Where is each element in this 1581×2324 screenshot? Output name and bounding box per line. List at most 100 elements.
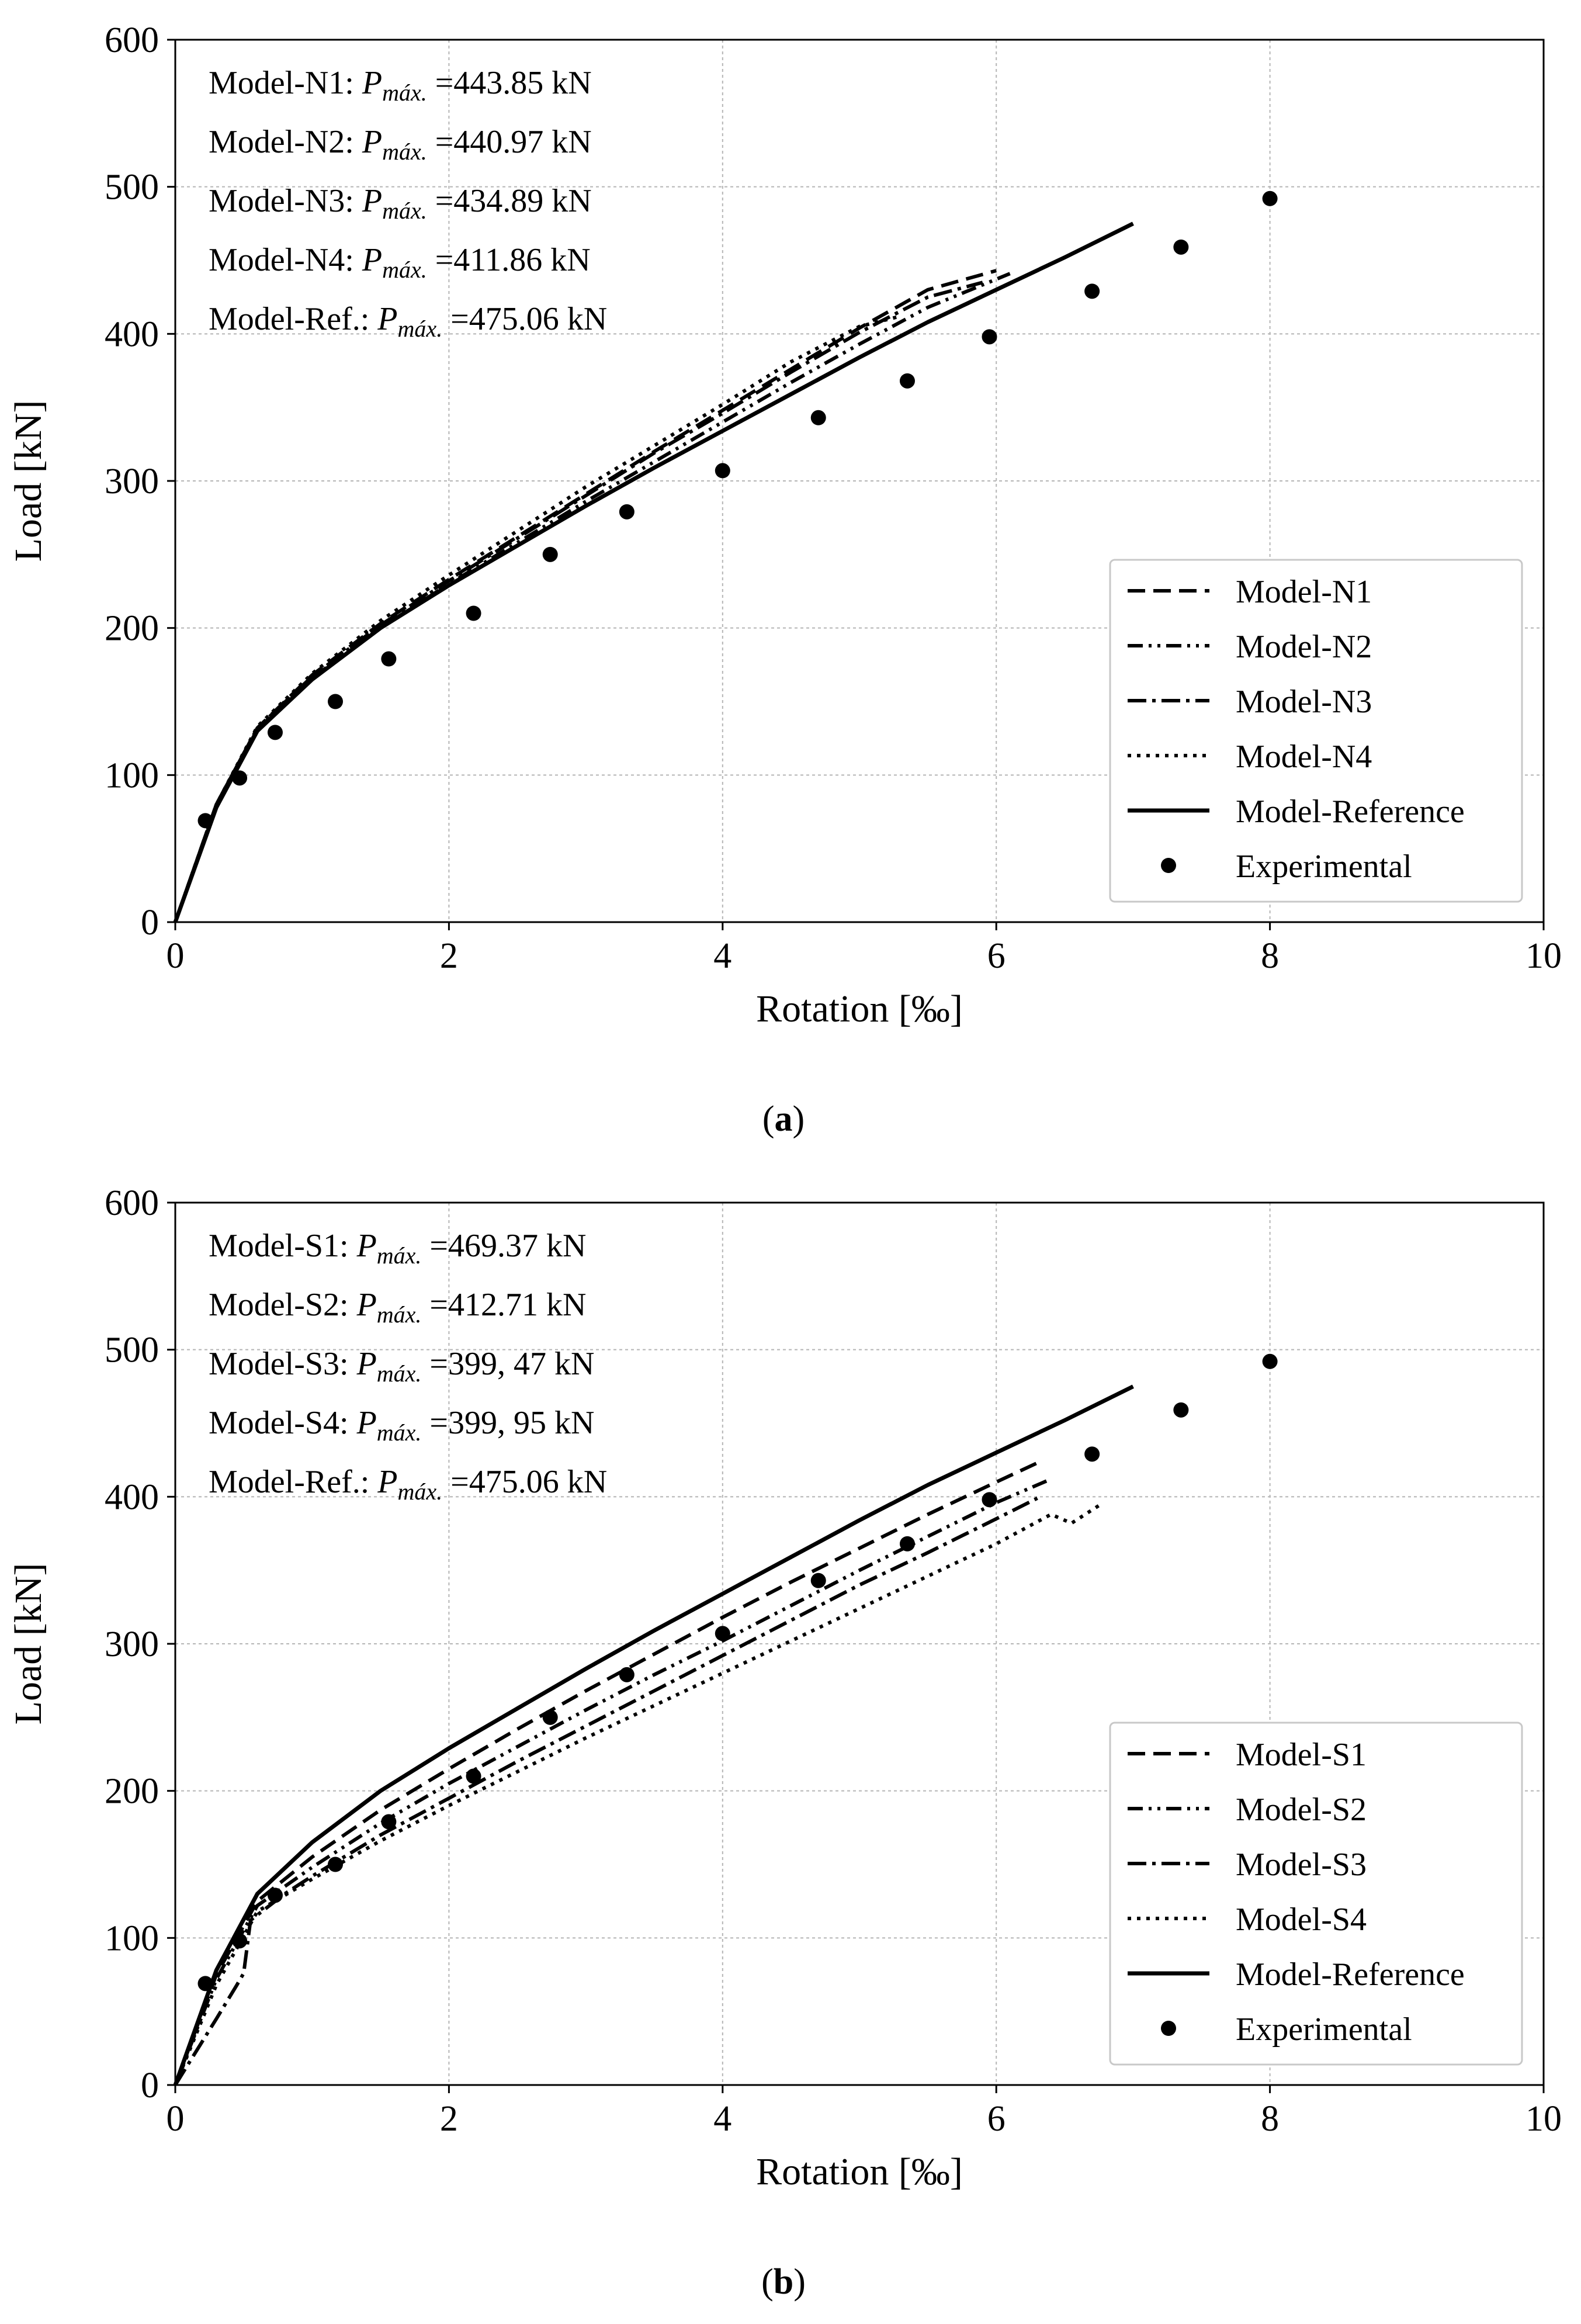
series-line-model-reference bbox=[173, 1384, 1134, 2086]
experimental-point bbox=[328, 1857, 344, 1872]
plot-frame bbox=[174, 1201, 1545, 2086]
experimental-point bbox=[267, 725, 283, 740]
y-tick-label: 100 bbox=[105, 1918, 159, 1958]
annotation-model: Model-S2: bbox=[209, 1287, 357, 1323]
annotation-p: P bbox=[356, 1287, 377, 1323]
experimental-point bbox=[1173, 239, 1189, 255]
series-line-model-n2 bbox=[174, 272, 1011, 923]
experimental-point bbox=[232, 770, 248, 786]
experimental-point bbox=[1173, 1402, 1189, 1418]
experimental-point bbox=[466, 1768, 481, 1784]
figure-caption: (a) bbox=[762, 1099, 805, 1139]
pmax-annotation: Model-N4: Pmáx. =411.86 kN bbox=[209, 242, 591, 283]
pmax-annotation: Model-N3: Pmáx. =434.89 kN bbox=[209, 183, 592, 224]
experimental-point bbox=[232, 1933, 248, 1949]
x-tick-label: 6 bbox=[987, 2099, 1006, 2139]
legend-label: Model-S3 bbox=[1236, 1847, 1367, 1883]
annotation-p: P bbox=[362, 124, 382, 160]
experimental-point bbox=[619, 1667, 635, 1682]
annotation-value: =399, 95 kN bbox=[421, 1405, 594, 1441]
y-tick-label: 200 bbox=[105, 609, 159, 649]
pmax-annotation: Model-Ref.: Pmáx. =475.06 kN bbox=[209, 301, 607, 342]
annotation-model: Model-Ref.: bbox=[209, 1464, 377, 1500]
experimental-point bbox=[1084, 283, 1100, 299]
annotation-p: P bbox=[377, 301, 397, 337]
legend-label: Experimental bbox=[1236, 2011, 1412, 2048]
y-tick-label: 400 bbox=[105, 1477, 159, 1517]
legend-box bbox=[1109, 1722, 1523, 2066]
pmax-annotation: Model-N1: Pmáx. =443.85 kN bbox=[209, 65, 592, 106]
legend-label: Model-N4 bbox=[1236, 739, 1372, 775]
caption-paren: ) bbox=[793, 2262, 806, 2302]
pmax-annotation: Model-S2: Pmáx. =412.71 kN bbox=[209, 1287, 586, 1328]
legend-label: Model-N1 bbox=[1236, 574, 1372, 610]
annotation-p: P bbox=[356, 1405, 377, 1441]
plot-frame bbox=[174, 39, 1545, 923]
experimental-point bbox=[899, 373, 915, 389]
y-tick-label: 300 bbox=[105, 1625, 159, 1664]
experimental-point bbox=[810, 410, 826, 425]
annotation-subscript: máx. bbox=[377, 1301, 422, 1328]
series-line-model-s4 bbox=[174, 1504, 1100, 2086]
annotation-p: P bbox=[362, 65, 382, 101]
experimental-point bbox=[982, 329, 997, 345]
annotation-model: Model-N4: bbox=[209, 242, 362, 278]
experimental-point bbox=[267, 1887, 283, 1903]
series-line-model-s3 bbox=[174, 1497, 1038, 2086]
experimental-point bbox=[466, 605, 481, 621]
annotation-model: Model-S1: bbox=[209, 1228, 357, 1264]
experimental-point bbox=[197, 813, 213, 829]
legend-label: Model-Reference bbox=[1236, 794, 1465, 830]
series-line-model-n4 bbox=[174, 314, 902, 923]
experimental-point bbox=[542, 1709, 558, 1725]
experimental-point bbox=[619, 504, 635, 519]
experimental-point bbox=[1262, 191, 1278, 206]
y-tick-label: 600 bbox=[105, 20, 159, 60]
annotation-model: Model-Ref.: bbox=[209, 301, 377, 337]
y-tick-label: 500 bbox=[105, 1331, 159, 1370]
pmax-annotation: Model-N2: Pmáx. =440.97 kN bbox=[209, 124, 592, 165]
annotation-value: =469.37 kN bbox=[421, 1228, 586, 1264]
annotation-value: =443.85 kN bbox=[427, 65, 592, 101]
experimental-point bbox=[1084, 1446, 1100, 1462]
x-tick-label: 4 bbox=[713, 936, 731, 976]
experimental-point bbox=[381, 1814, 397, 1830]
experimental-point bbox=[899, 1536, 915, 1551]
annotation-subscript: máx. bbox=[382, 257, 427, 283]
annotation-model: Model-S4: bbox=[209, 1405, 357, 1441]
annotation-model: Model-N2: bbox=[209, 124, 362, 160]
y-tick-label: 600 bbox=[105, 1183, 159, 1223]
x-tick-label: 10 bbox=[1525, 936, 1562, 976]
x-axis-label: Rotation [‰] bbox=[756, 988, 963, 1030]
annotation-model: Model-N3: bbox=[209, 183, 362, 219]
annotation-subscript: máx. bbox=[377, 1360, 422, 1387]
annotation-subscript: máx. bbox=[377, 1419, 422, 1446]
figure-caption: (b) bbox=[761, 2262, 806, 2302]
caption-paren: ( bbox=[762, 1099, 775, 1139]
y-axis-label: Load [kN] bbox=[7, 1563, 50, 1725]
y-tick-label: 200 bbox=[105, 1772, 159, 1812]
annotation-value: =434.89 kN bbox=[427, 183, 592, 219]
annotation-value: =440.97 kN bbox=[427, 124, 592, 160]
annotation-p: P bbox=[362, 183, 382, 219]
x-tick-label: 6 bbox=[987, 936, 1006, 976]
experimental-point bbox=[1262, 1353, 1278, 1369]
legend-marker-experimental bbox=[1161, 2021, 1176, 2036]
experimental-point bbox=[328, 694, 344, 709]
annotation-subscript: máx. bbox=[398, 316, 443, 342]
y-tick-label: 500 bbox=[105, 168, 159, 207]
experimental-point bbox=[715, 1626, 730, 1641]
x-tick-label: 2 bbox=[440, 2099, 458, 2139]
legend-label: Model-S4 bbox=[1236, 1902, 1367, 1938]
y-axis-label: Load [kN] bbox=[7, 400, 50, 562]
y-tick-label: 300 bbox=[105, 462, 159, 501]
annotation-p: P bbox=[356, 1228, 377, 1264]
y-tick-label: 0 bbox=[141, 903, 159, 943]
y-tick-label: 100 bbox=[105, 756, 159, 795]
series-line-model-n3 bbox=[174, 280, 983, 923]
pmax-annotation: Model-Ref.: Pmáx. =475.06 kN bbox=[209, 1464, 607, 1505]
experimental-point bbox=[982, 1492, 997, 1508]
x-tick-label: 8 bbox=[1261, 2099, 1279, 2139]
